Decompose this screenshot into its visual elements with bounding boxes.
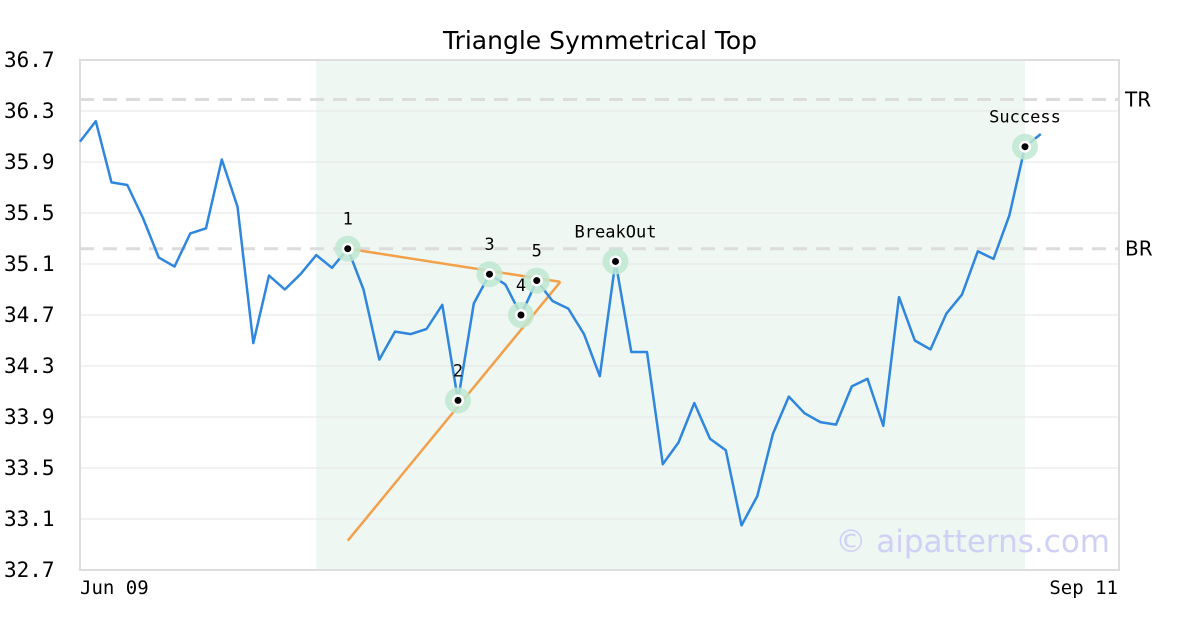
y-tick-label: 33.9	[4, 405, 55, 429]
key-point-dot	[533, 277, 541, 285]
y-tick-label: 32.7	[4, 558, 55, 582]
key-point-5: 5	[523, 242, 550, 294]
key-point-dot	[344, 245, 352, 253]
key-point-dot	[486, 270, 493, 278]
key-point-success: Success	[989, 108, 1061, 160]
x-tick-label: Sep 11	[1049, 577, 1118, 599]
key-point-label: 3	[484, 235, 494, 255]
y-tick-label: 36.7	[4, 48, 55, 72]
y-tick-label: 35.1	[4, 252, 55, 276]
y-tick-label: 34.7	[4, 303, 55, 327]
key-point-4: 4	[508, 276, 534, 328]
reference-label-br: BR	[1125, 237, 1153, 261]
y-tick-label: 35.5	[4, 201, 55, 225]
key-point-2: 2	[445, 361, 471, 414]
plot-frame	[79, 59, 1120, 571]
reference-label-tr: TR	[1124, 88, 1151, 112]
key-point-1: 1	[334, 210, 361, 262]
key-point-label: Success	[989, 108, 1061, 128]
key-point-dot	[1021, 143, 1029, 151]
y-axis-ticks: 32.7 33.1 33.5 33.9 34.3 34.7 35.1 35.5 35.9 36.3…	[4, 48, 55, 582]
key-point-breakout: BreakOut	[575, 222, 657, 275]
key-point-label: 1	[343, 210, 353, 230]
key-point-label: BreakOut	[575, 222, 657, 242]
y-tick-label: 35.9	[4, 150, 55, 174]
watermark: © aipatterns.com	[835, 524, 1110, 560]
y-tick-label: 34.3	[4, 354, 55, 378]
y-tick-label: 33.1	[4, 507, 55, 531]
key-points-layer: 1 2 3 45 BreakOut Success	[334, 108, 1061, 414]
price-series-line	[79, 119, 1042, 527]
x-axis-ticks: Jun 09 Sep 11	[80, 577, 1118, 599]
y-tick-label: 33.5	[4, 456, 55, 480]
chart-title: Triangle Symmetrical Top	[442, 26, 757, 55]
key-point-label: 4	[516, 276, 526, 296]
key-point-dot	[612, 257, 619, 265]
series-layer	[79, 119, 1042, 527]
x-tick-label: Jun 09	[80, 577, 149, 599]
key-point-label: 2	[453, 361, 463, 381]
key-point-3: 3	[476, 235, 503, 288]
key-point-dot	[454, 396, 462, 404]
y-tick-label: 36.3	[4, 99, 55, 123]
reference-lines-layer: TR BR	[80, 88, 1153, 261]
key-point-dot	[517, 311, 525, 319]
key-point-label: 5	[532, 242, 542, 262]
